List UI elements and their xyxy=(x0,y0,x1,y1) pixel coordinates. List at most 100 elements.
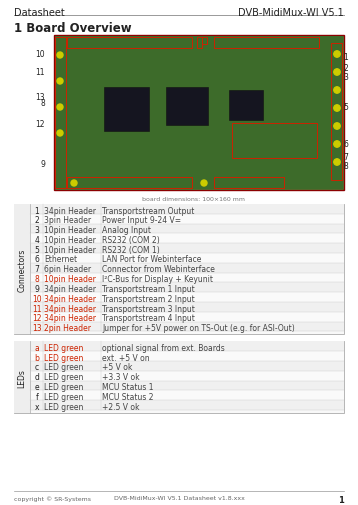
Text: DVB-MidiMux-WI V5.1: DVB-MidiMux-WI V5.1 xyxy=(238,8,344,18)
Text: LED green: LED green xyxy=(44,373,83,382)
Text: 3: 3 xyxy=(35,226,39,235)
Text: 1: 1 xyxy=(338,495,344,504)
Text: 1: 1 xyxy=(343,53,348,62)
Text: 7: 7 xyxy=(35,265,39,274)
Circle shape xyxy=(57,105,63,111)
Text: 10: 10 xyxy=(35,50,45,59)
Bar xyxy=(214,178,284,189)
Text: b: b xyxy=(35,353,39,362)
Bar xyxy=(30,273,344,283)
Bar xyxy=(229,91,263,121)
Text: 1 Board Overview: 1 Board Overview xyxy=(14,22,132,35)
Text: optional signal from ext. Boards: optional signal from ext. Boards xyxy=(102,343,225,352)
Text: LED green: LED green xyxy=(44,402,83,411)
Text: 34pin Header: 34pin Header xyxy=(44,304,96,313)
Circle shape xyxy=(334,52,340,58)
Bar xyxy=(30,312,344,322)
Text: LED green: LED green xyxy=(44,392,83,401)
Text: 9: 9 xyxy=(35,284,39,293)
Text: 4: 4 xyxy=(35,235,39,244)
Circle shape xyxy=(57,131,63,137)
Bar xyxy=(30,283,344,292)
Text: MCU Status 1: MCU Status 1 xyxy=(102,382,154,391)
Circle shape xyxy=(201,181,207,187)
Text: Transportstream Output: Transportstream Output xyxy=(102,206,194,215)
Text: 10pin Header: 10pin Header xyxy=(44,235,96,244)
Text: 10pin Header: 10pin Header xyxy=(44,226,96,235)
Text: +2.5 V ok: +2.5 V ok xyxy=(102,402,140,411)
Text: c: c xyxy=(35,363,39,372)
Text: 12: 12 xyxy=(32,314,42,323)
Text: 10: 10 xyxy=(32,294,42,303)
Text: 8: 8 xyxy=(343,162,348,171)
Text: RS232 (COM 2): RS232 (COM 2) xyxy=(102,235,160,244)
Text: LAN Port for Webinterface: LAN Port for Webinterface xyxy=(102,255,201,264)
Text: MCU Status 2: MCU Status 2 xyxy=(102,392,154,401)
Bar xyxy=(30,371,344,381)
Bar xyxy=(30,322,344,332)
Circle shape xyxy=(57,79,63,85)
Bar xyxy=(14,205,30,335)
Text: LED green: LED green xyxy=(44,363,83,372)
Text: +5 V ok: +5 V ok xyxy=(102,363,132,372)
Bar xyxy=(30,215,344,224)
Text: 5: 5 xyxy=(35,245,39,254)
Text: 2pin Header: 2pin Header xyxy=(44,324,91,332)
Text: LED green: LED green xyxy=(44,353,83,362)
Text: 1: 1 xyxy=(35,206,39,215)
Text: Connectors: Connectors xyxy=(18,248,26,291)
Text: 2: 2 xyxy=(35,216,39,225)
Bar xyxy=(30,224,344,234)
Bar xyxy=(55,38,66,189)
Text: DVB-MidiMux-WI V5.1 Datasheet v1.8.xxx: DVB-MidiMux-WI V5.1 Datasheet v1.8.xxx xyxy=(113,495,245,500)
Text: Transportstream 2 Input: Transportstream 2 Input xyxy=(102,294,195,303)
Circle shape xyxy=(334,124,340,130)
Text: RS232 (COM 1): RS232 (COM 1) xyxy=(102,245,160,254)
Text: 34pin Header: 34pin Header xyxy=(44,206,96,215)
Text: a: a xyxy=(35,343,39,352)
Text: 3: 3 xyxy=(343,73,348,82)
Text: ext. +5 V on: ext. +5 V on xyxy=(102,353,150,362)
Circle shape xyxy=(334,160,340,166)
Bar xyxy=(30,381,344,391)
Bar xyxy=(54,36,344,190)
Bar xyxy=(232,124,317,159)
Circle shape xyxy=(334,106,340,112)
Bar xyxy=(331,44,342,181)
Bar xyxy=(30,302,344,312)
Text: x: x xyxy=(35,402,39,411)
Bar xyxy=(30,244,344,254)
Bar xyxy=(55,37,343,189)
Bar xyxy=(214,38,319,49)
Text: Power Input 9-24 V=: Power Input 9-24 V= xyxy=(102,216,181,225)
Bar xyxy=(30,234,344,244)
Text: LED green: LED green xyxy=(44,382,83,391)
Bar xyxy=(67,178,192,189)
Bar xyxy=(197,38,202,49)
Text: LED green: LED green xyxy=(44,343,83,352)
Text: 11: 11 xyxy=(32,304,42,313)
Text: Datasheet: Datasheet xyxy=(14,8,65,18)
Text: Connector from Webinterface: Connector from Webinterface xyxy=(102,265,215,274)
Bar xyxy=(30,342,344,351)
Text: I²C-Bus for Display + Keyunit: I²C-Bus for Display + Keyunit xyxy=(102,275,213,283)
Circle shape xyxy=(334,88,340,94)
Text: 34pin Header: 34pin Header xyxy=(44,314,96,323)
Text: d: d xyxy=(35,373,39,382)
Text: LEDs: LEDs xyxy=(18,368,26,387)
Text: 12: 12 xyxy=(35,120,45,129)
Text: Transportstream 4 Input: Transportstream 4 Input xyxy=(102,314,195,323)
Circle shape xyxy=(57,53,63,59)
Text: 11: 11 xyxy=(35,68,45,77)
Circle shape xyxy=(334,70,340,76)
Text: board dimensions: 100×160 mm: board dimensions: 100×160 mm xyxy=(142,196,245,201)
Text: 8: 8 xyxy=(35,275,39,283)
Bar xyxy=(30,254,344,263)
Text: 34pin Header: 34pin Header xyxy=(44,294,96,303)
Text: +3.3 V ok: +3.3 V ok xyxy=(102,373,140,382)
Text: Ethernet: Ethernet xyxy=(44,255,77,264)
Bar xyxy=(202,38,207,45)
Bar xyxy=(67,38,192,49)
Bar xyxy=(30,391,344,400)
Text: 10pin Header: 10pin Header xyxy=(44,245,96,254)
